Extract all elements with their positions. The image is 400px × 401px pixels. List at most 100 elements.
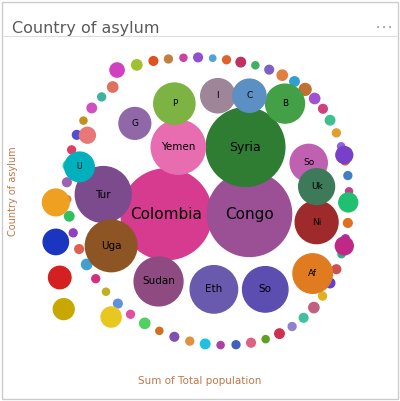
Circle shape [299,314,308,322]
Circle shape [342,235,350,243]
Text: B: B [282,99,288,108]
Text: Syria: Syria [230,141,261,154]
Circle shape [332,265,341,273]
Circle shape [126,310,134,318]
Text: So: So [259,284,272,294]
Circle shape [207,172,292,257]
Circle shape [65,152,94,182]
Circle shape [75,245,84,253]
Circle shape [222,56,230,64]
Text: ⋯: ⋯ [375,19,393,37]
Text: Congo: Congo [225,207,274,222]
Circle shape [80,127,95,143]
Circle shape [190,265,238,313]
Circle shape [290,144,327,182]
Circle shape [108,82,118,92]
Circle shape [170,332,179,341]
Text: I: I [216,91,219,100]
Circle shape [63,160,74,171]
Text: C: C [246,91,252,100]
Circle shape [236,57,246,67]
Circle shape [75,166,131,223]
Circle shape [310,93,320,103]
Circle shape [262,336,269,343]
Circle shape [194,53,202,62]
Text: Country of asylum: Country of asylum [8,146,18,236]
Circle shape [69,229,77,237]
Circle shape [338,251,345,258]
Circle shape [180,54,187,61]
Circle shape [290,77,299,86]
Text: Colombia: Colombia [130,207,202,222]
Circle shape [201,79,235,113]
Circle shape [252,62,259,69]
Circle shape [338,143,345,150]
Circle shape [64,211,74,221]
Circle shape [299,169,334,205]
Text: Uk: Uk [311,182,322,191]
Text: Af: Af [308,269,317,278]
Circle shape [299,83,311,95]
Text: Country of asylum: Country of asylum [12,21,160,36]
Circle shape [265,65,274,74]
Circle shape [295,201,338,243]
Circle shape [293,254,332,293]
Text: P: P [172,99,177,108]
Circle shape [247,338,255,347]
Circle shape [102,288,110,295]
Circle shape [242,267,288,312]
Text: U: U [77,162,82,171]
Circle shape [119,107,151,139]
Circle shape [266,84,304,123]
Circle shape [149,57,158,65]
Circle shape [325,278,335,288]
Circle shape [80,117,87,124]
Circle shape [217,342,224,348]
Circle shape [134,257,183,306]
Circle shape [275,329,284,338]
Circle shape [336,146,353,164]
Circle shape [232,341,240,348]
Circle shape [332,129,340,137]
Text: Sum of Total population: Sum of Total population [138,376,262,386]
Circle shape [233,79,266,112]
Circle shape [206,108,285,186]
Circle shape [82,259,92,269]
Circle shape [309,302,319,313]
Text: Eth: Eth [205,284,222,294]
Circle shape [43,229,68,255]
Circle shape [154,83,195,124]
Circle shape [87,103,96,113]
Circle shape [156,327,163,334]
Circle shape [344,172,352,180]
Text: Uga: Uga [101,241,121,251]
Text: Sudan: Sudan [142,276,175,286]
Circle shape [42,189,69,216]
Circle shape [92,275,100,283]
Circle shape [319,104,327,113]
Circle shape [140,318,150,328]
Circle shape [346,188,352,195]
Circle shape [72,130,81,139]
Circle shape [64,196,71,203]
Circle shape [98,93,106,101]
Circle shape [335,237,353,255]
Circle shape [114,299,122,308]
Circle shape [210,55,216,61]
Circle shape [319,292,326,300]
Text: So: So [303,158,314,167]
Circle shape [345,203,353,211]
Circle shape [121,169,212,260]
Circle shape [200,339,210,348]
Circle shape [341,156,350,165]
Circle shape [132,60,142,70]
Circle shape [48,266,71,289]
Circle shape [344,219,352,227]
Circle shape [85,220,137,272]
Circle shape [62,178,71,186]
Circle shape [325,115,335,125]
Text: Yemen: Yemen [161,142,196,152]
Circle shape [53,299,74,320]
Circle shape [151,120,206,174]
Text: Tur: Tur [96,190,111,200]
